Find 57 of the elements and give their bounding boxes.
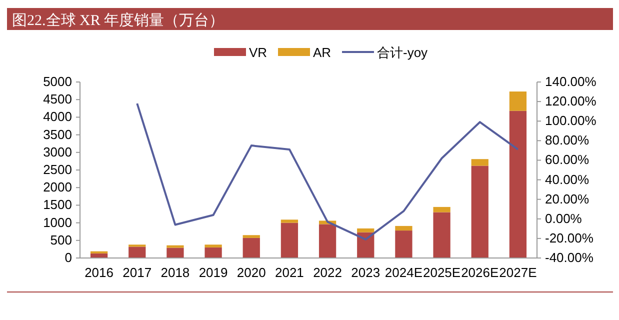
y2-tick-label: 80.00% xyxy=(545,132,590,148)
bar xyxy=(357,228,374,232)
y2-tick-label: -40.00% xyxy=(545,250,594,265)
bar xyxy=(280,220,298,223)
y2-tick-label: 20.00% xyxy=(545,191,590,206)
x-tick-label: 2023 xyxy=(351,265,380,280)
y-tick-label: 0 xyxy=(64,250,72,265)
x-tick-label: 2018 xyxy=(160,265,190,280)
bar xyxy=(433,212,450,258)
y-tick-label: 2500 xyxy=(43,162,72,177)
bar xyxy=(166,248,184,258)
line-series xyxy=(136,102,519,240)
bar xyxy=(242,235,260,238)
y2-tick-label: 120.00% xyxy=(545,94,597,109)
x-tick-label: 2022 xyxy=(313,265,342,280)
bar xyxy=(166,245,184,248)
y-tick-label: 1500 xyxy=(43,197,72,212)
legend-label: VR xyxy=(249,45,268,60)
x-tick-label: 2017 xyxy=(122,265,152,280)
legend-label: AR xyxy=(313,45,332,60)
bar xyxy=(471,159,488,166)
bar xyxy=(471,166,488,258)
bar xyxy=(204,244,222,248)
x-tick-label: 2021 xyxy=(274,265,304,280)
y-tick-label: 5000 xyxy=(43,74,72,89)
legend-label: 合计-yoy xyxy=(377,45,428,60)
y2-tick-label: 60.00% xyxy=(545,152,590,168)
bar xyxy=(433,206,450,212)
y2-tick-label: 100.00% xyxy=(545,113,597,128)
y-tick-label: 2000 xyxy=(43,180,72,195)
chart-title: 图22.全球 XR 年度销量（万台） xyxy=(12,12,224,29)
bar xyxy=(395,226,412,231)
x-tick-label: 2024E xyxy=(384,265,423,280)
y2-tick-label: 140.00% xyxy=(545,74,597,89)
bar xyxy=(509,92,527,111)
y-tick-label: 1000 xyxy=(43,214,72,230)
x-tick-label: 2027E xyxy=(499,265,538,280)
bar xyxy=(509,110,527,258)
y2-tick-label: -20.00% xyxy=(545,230,594,246)
x-tick-label: 2020 xyxy=(236,265,266,280)
bar xyxy=(204,247,222,258)
y-tick-label: 4500 xyxy=(43,92,72,107)
y2-tick-label: 0.00% xyxy=(545,210,582,226)
x-tick-label: 2026E xyxy=(461,265,499,280)
bar xyxy=(128,246,146,258)
bar xyxy=(242,238,260,258)
y-tick-label: 500 xyxy=(50,232,72,248)
x-tick-label: 2016 xyxy=(84,265,114,280)
x-tick-label: 2025E xyxy=(422,265,461,280)
y-tick-label: 3000 xyxy=(43,144,72,160)
bar xyxy=(280,222,298,258)
bar xyxy=(318,224,336,258)
y-tick-label: 3500 xyxy=(43,126,72,142)
bar xyxy=(395,230,412,258)
y-tick-label: 4000 xyxy=(43,109,72,124)
y2-tick-label: 40.00% xyxy=(545,172,590,187)
x-tick-label: 2019 xyxy=(198,265,228,280)
